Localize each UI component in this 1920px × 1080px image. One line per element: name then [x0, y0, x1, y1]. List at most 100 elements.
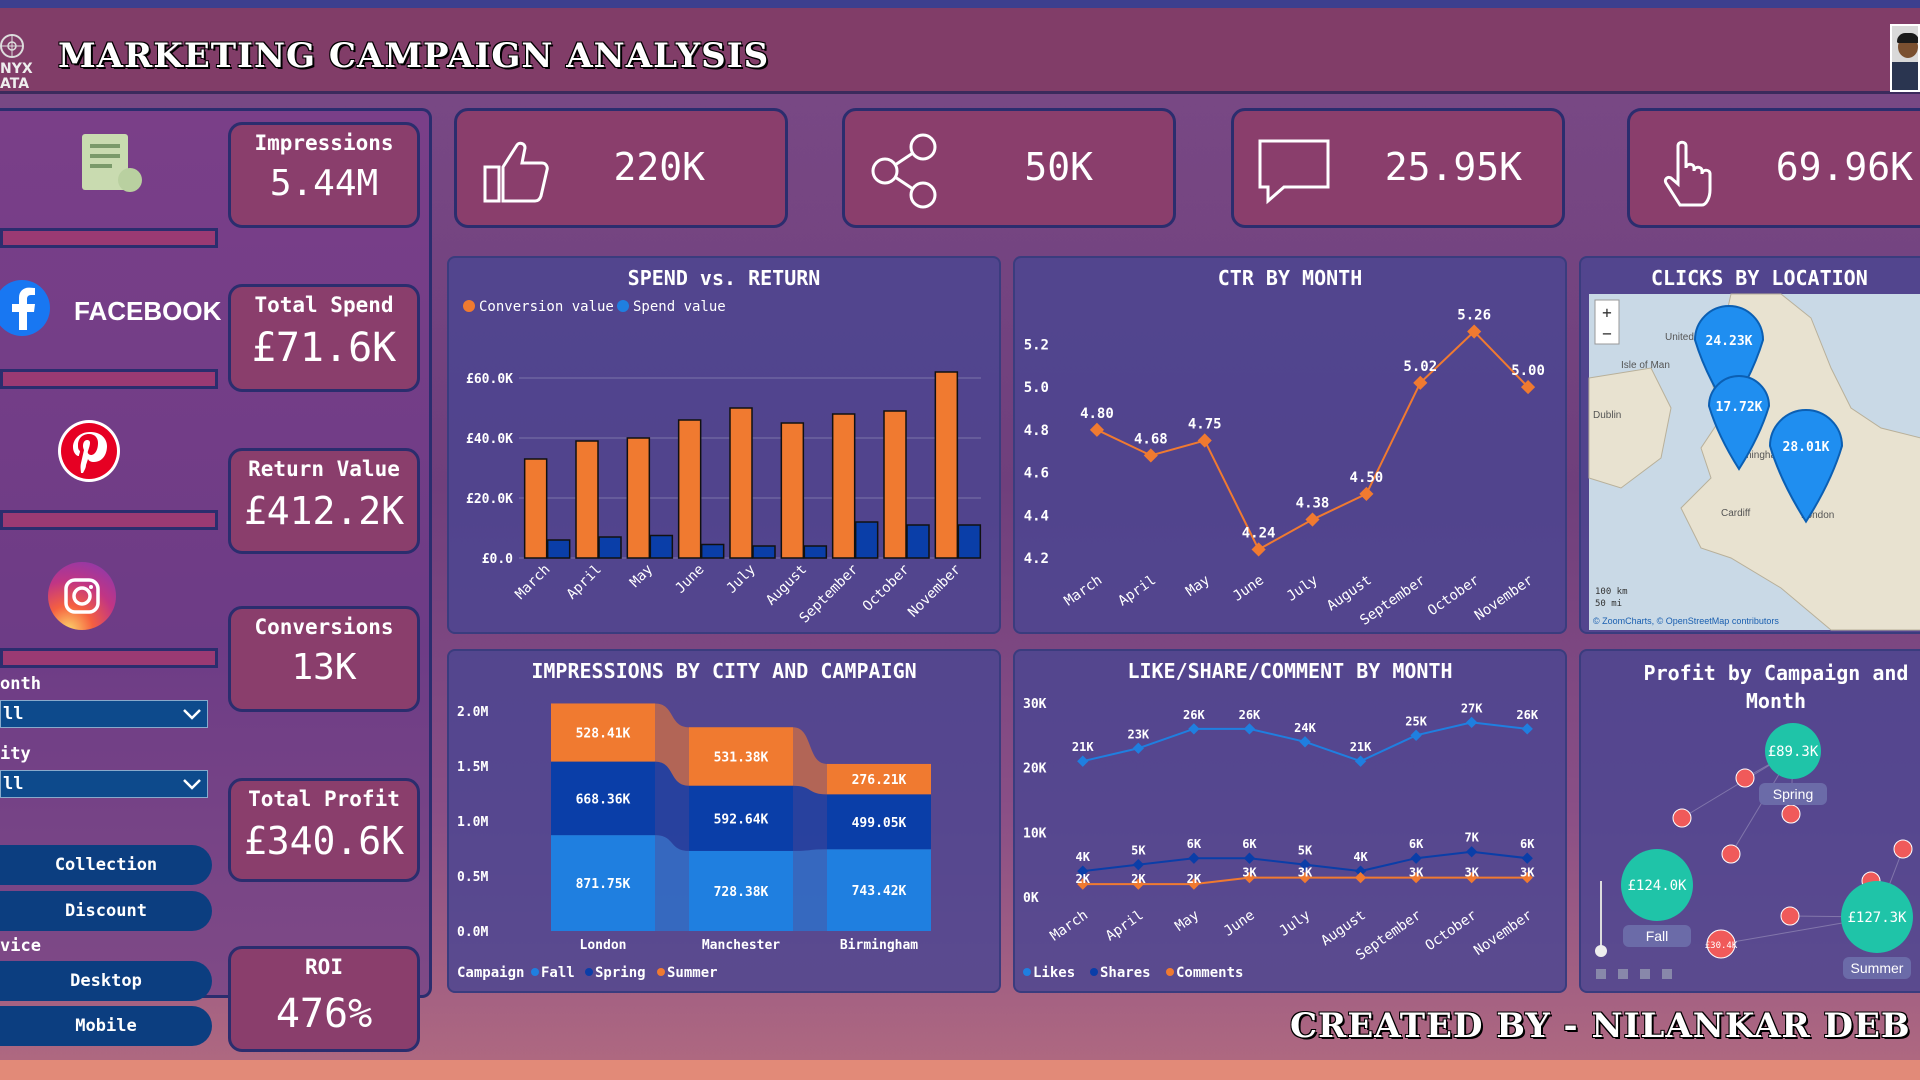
kpi-total-spend: Total Spend £71.6K: [228, 284, 420, 392]
x-tick-label: November: [1472, 572, 1536, 624]
footer-credit: CREATED BY - NILANKAR DEB: [1290, 1006, 1911, 1046]
data-label: 4K: [1076, 850, 1091, 864]
data-point: [1077, 755, 1089, 767]
bubble-label: £30.4K: [1705, 941, 1738, 951]
comments-card: 25.95K: [1231, 108, 1565, 228]
mobile-button[interactable]: Mobile: [0, 1006, 212, 1046]
data-label: 21K: [1072, 740, 1094, 754]
x-tick-label: Birmingham: [840, 938, 918, 953]
x-tick-label: London: [580, 938, 627, 953]
bar-conversion-value: [883, 410, 907, 559]
bar-segment-fall: [689, 850, 793, 931]
collection-button[interactable]: Collection: [0, 845, 212, 885]
ribbon: [793, 849, 827, 931]
chevron-down-icon: [183, 709, 201, 720]
x-tick-label: November: [1471, 907, 1535, 959]
map-place-label: Dublin: [1593, 410, 1621, 421]
x-tick-label: August: [763, 562, 810, 609]
zoom-control: [1594, 299, 1620, 345]
top-strip: [0, 0, 1920, 8]
x-tick-label: July: [724, 562, 759, 597]
kpi-value: 476%: [275, 991, 373, 1037]
data-point: [1188, 852, 1200, 864]
facebook-icon[interactable]: [0, 278, 54, 338]
map-attribution: © ZoomCharts, © OpenStreetMap contributo…: [1593, 616, 1779, 626]
x-tick-label: May: [627, 562, 656, 591]
ribbon: [655, 835, 689, 931]
shares-card: 50K: [842, 108, 1176, 228]
legend-label: Likes: [1033, 965, 1075, 981]
map-marker-label: 24.23K: [1706, 334, 1753, 349]
impressions-city-panel: IMPRESSIONS BY CITY AND CAMPAIGN 0.0M 0.5…: [447, 649, 1001, 993]
small-bubble: [1672, 808, 1692, 828]
avatar[interactable]: [1890, 24, 1920, 92]
discount-button[interactable]: Discount: [0, 891, 212, 931]
bubble-label: £124.0K: [1627, 878, 1687, 894]
x-tick-label: June: [672, 562, 707, 597]
data-label: 2K: [1131, 872, 1146, 886]
data-label: 4.38: [1296, 496, 1330, 512]
x-tick-label: April: [564, 562, 605, 603]
device-filter-label: vice: [0, 936, 41, 956]
spend-return-chart: Conversion value Spend value £0.0 £20.0K £40…: [463, 299, 982, 626]
kpi-value: 13K: [291, 647, 357, 688]
data-point: [1299, 859, 1311, 871]
y-tick-label: 0.5M: [457, 870, 488, 885]
legend-swatch: [1166, 968, 1174, 976]
y-tick-label: 0.0M: [457, 925, 488, 940]
data-label: 25K: [1405, 714, 1427, 728]
toolbar-icon: [1640, 969, 1650, 979]
data-label: 5K: [1131, 844, 1146, 858]
chart-title: Profit by Campaign and Month: [1643, 661, 1909, 713]
profit-panel: Profit by Campaign and Month £30.4K £89.3…: [1579, 649, 1920, 993]
legend-label: Summer: [667, 965, 718, 981]
big-bubble: [1621, 849, 1693, 921]
x-tick-label: June: [1221, 907, 1258, 939]
instagram-icon[interactable]: [46, 560, 118, 632]
clicks-card: 69.96K: [1627, 108, 1920, 228]
x-tick-label: July: [1284, 572, 1321, 604]
data-point: [1410, 871, 1422, 884]
city-filter-value: ll: [3, 774, 24, 794]
map-place-label: Isle of Man: [1621, 360, 1670, 371]
y-tick-label: 30K: [1023, 697, 1047, 712]
legend-title: Campaign: [457, 965, 524, 981]
bar-conversion-value: [729, 407, 753, 559]
map-marker-pin: [1768, 409, 1844, 524]
x-tick-label: July: [1276, 907, 1313, 939]
data-label: 4.50: [1350, 470, 1384, 486]
bubble-caption: Fall: [1646, 928, 1669, 944]
report-icon[interactable]: [78, 130, 148, 200]
legend-label: Spring: [595, 965, 646, 981]
bar-spend-value: [803, 545, 828, 559]
kpi-label: Return Value: [248, 457, 400, 481]
bar-segment-spring: [551, 761, 655, 836]
data-label: 5.00: [1511, 363, 1545, 379]
likes-card: 220K: [454, 108, 788, 228]
data-point: [1132, 742, 1144, 754]
data-point: [1089, 422, 1105, 437]
kpi-value: £340.6K: [243, 819, 405, 863]
kpi-total-profit: Total Profit £340.6K: [228, 778, 420, 882]
y-tick-label: 20K: [1023, 762, 1047, 777]
x-tick-label: November: [905, 562, 964, 621]
city-filter-select[interactable]: ll: [0, 770, 208, 798]
y-tick-label: 10K: [1023, 826, 1047, 841]
kpi-value: £412.2K: [243, 489, 405, 533]
legend-label: Spend value: [633, 299, 726, 315]
y-tick-label: 4.4: [1024, 508, 1049, 524]
desktop-button[interactable]: Desktop: [0, 961, 212, 1001]
clicks-map[interactable]: United K Isle of Man Dublin Birmingham Cardi…: [1581, 258, 1920, 636]
month-filter-select[interactable]: ll: [0, 700, 208, 728]
pinterest-icon[interactable]: [56, 418, 122, 484]
data-point: [1520, 380, 1536, 395]
profit-bubble-chart: £30.4K £89.3K Spring £124.0K Fall £127.3K Summ…: [1595, 723, 1913, 979]
data-point: [1354, 865, 1367, 877]
bar-segment-spring: [827, 794, 931, 850]
data-point: [1143, 448, 1158, 463]
x-tick-label: May: [1183, 572, 1213, 600]
small-bubble: [1780, 906, 1800, 926]
bar-spend-value: [854, 521, 879, 559]
zoom-out-icon: −: [1602, 324, 1612, 343]
big-bubble: [1765, 723, 1821, 779]
